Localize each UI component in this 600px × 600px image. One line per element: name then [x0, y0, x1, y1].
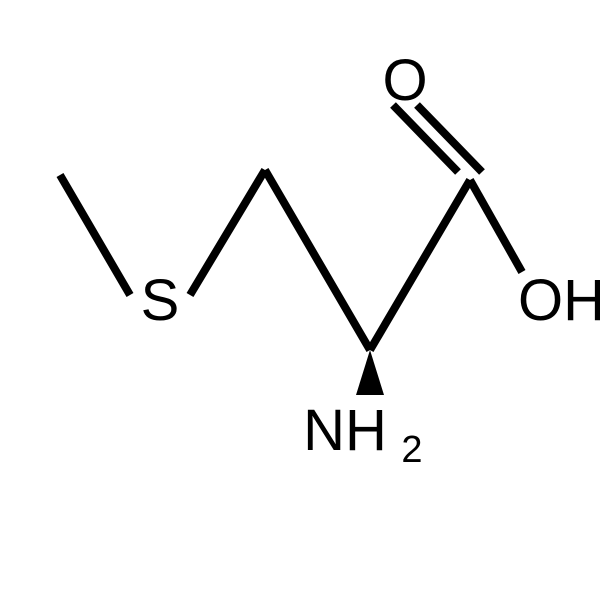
atom-label-oxygen-double: O [382, 48, 427, 113]
bond-c-oh [470, 180, 522, 272]
atom-label-amine: NH [303, 398, 387, 463]
bond-s-ch2 [190, 170, 265, 295]
bond-ch3-s [60, 175, 130, 295]
atom-label-sulfur: S [141, 268, 180, 333]
atom-label-amine-sub: 2 [401, 429, 422, 471]
bond-ch2-ca [265, 170, 370, 350]
bond-ca-cooh [370, 180, 470, 350]
molecule-diagram: S O OH NH 2 [0, 0, 600, 600]
atom-label-hydroxyl: OH [518, 268, 600, 333]
bond-ca-nh2-wedge [356, 350, 384, 395]
